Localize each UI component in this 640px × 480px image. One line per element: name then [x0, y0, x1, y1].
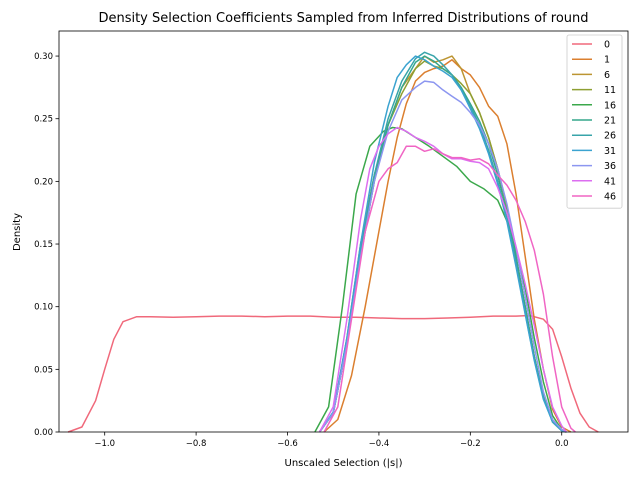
- plot-frame: [58, 30, 629, 433]
- y-tick-label: 0.25: [34, 115, 53, 125]
- legend-label: 31: [604, 146, 616, 157]
- y-tick-label: 0.05: [34, 365, 53, 375]
- legend-label: 1: [604, 55, 610, 66]
- y-tick-label: 0.30: [34, 52, 53, 62]
- x-tick-label: −0.4: [369, 439, 390, 449]
- y-tick-label: 0.15: [34, 240, 53, 250]
- series-layer: [67, 51, 599, 433]
- legend-label: 21: [604, 116, 616, 127]
- x-tick-label: −1.0: [94, 439, 115, 449]
- series-line-26: [318, 51, 567, 433]
- chart-title: Density Selection Coefficients Sampled f…: [98, 11, 588, 26]
- series-line-46: [323, 145, 576, 433]
- series-line-0: [67, 314, 599, 433]
- series-line-41: [318, 126, 567, 433]
- legend-label: 0: [604, 40, 610, 51]
- y-tick-label: 0.00: [34, 428, 53, 438]
- x-tick-label: 0.0: [555, 439, 569, 449]
- legend-label: 16: [604, 100, 616, 111]
- y-tick-label: 0.20: [34, 177, 53, 187]
- y-tick-label: 0.10: [34, 303, 53, 313]
- x-tick-label: −0.8: [186, 439, 207, 449]
- series-line-16: [314, 126, 567, 433]
- series-line-1: [323, 59, 572, 433]
- series-line-36: [318, 80, 567, 433]
- legend-label: 26: [604, 131, 616, 142]
- x-tick-label: −0.6: [277, 439, 298, 449]
- legend-label: 41: [604, 176, 616, 187]
- legend-label: 11: [604, 85, 616, 96]
- x-tick-label: −0.2: [460, 439, 481, 449]
- y-axis-label: Density: [12, 213, 23, 251]
- x-axis-label: Unscaled Selection (|s|): [285, 458, 403, 469]
- legend-label: 6: [604, 70, 610, 81]
- axes-layer: −1.0 −0.8 −0.6 −0.4 −0.2 0.0 0.00 0.05 0.10 0.15 0…: [34, 30, 629, 449]
- legend-label: 46: [604, 192, 616, 203]
- legend-label: 36: [604, 161, 616, 172]
